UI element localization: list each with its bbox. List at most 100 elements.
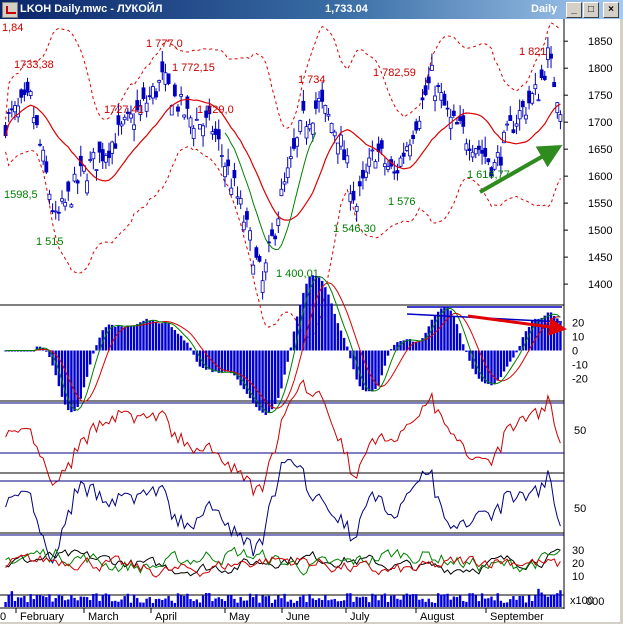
candle-body	[172, 84, 177, 97]
volume-bar	[427, 598, 430, 607]
macd-histogram-bar	[402, 340, 405, 351]
macd-histogram-bar	[273, 350, 277, 405]
maximize-button[interactable]: □	[583, 2, 599, 18]
volume-bar	[164, 598, 167, 607]
candle-body	[326, 114, 331, 117]
macd-histogram-bar	[512, 350, 515, 358]
volume-bar	[95, 593, 98, 607]
macd-histogram-bar	[449, 310, 452, 351]
macd-histogram-bar	[399, 341, 402, 351]
volume-bar	[374, 595, 377, 607]
minimize-button[interactable]: _	[566, 2, 582, 18]
candle-body	[542, 75, 547, 80]
app-icon[interactable]	[2, 2, 18, 18]
upper-bollinger-band	[5, 22, 561, 129]
price-annotation: 1 782,59	[373, 67, 416, 79]
volume-bar	[377, 600, 380, 607]
close-button[interactable]: ×	[603, 2, 619, 18]
candle-body	[451, 110, 456, 116]
macd-histogram-bar	[305, 283, 308, 351]
osc1-tick-label: 50	[574, 425, 586, 437]
volume-bar	[380, 595, 383, 607]
volume-bar	[198, 602, 202, 607]
volume-bar	[314, 599, 318, 607]
macd-tick-label: 0	[572, 346, 578, 358]
macd-histogram-bar	[189, 347, 192, 351]
volume-bar	[399, 599, 402, 607]
uptrend-arrow	[479, 145, 563, 194]
candle-body	[119, 123, 124, 127]
candle-body	[323, 104, 328, 114]
price-tick-label: 1500	[588, 225, 612, 237]
volume-bar	[120, 599, 123, 607]
candle-body	[22, 89, 27, 95]
price-annotation: 1 772,15	[172, 62, 215, 74]
volume-bar	[70, 594, 73, 607]
volume-bar	[537, 588, 540, 607]
macd-histogram-bar	[107, 324, 111, 351]
candle-body	[97, 141, 102, 153]
volume-bar	[170, 600, 173, 607]
month-label: July	[350, 611, 370, 623]
candle-body	[223, 166, 227, 178]
macd-histogram-bar	[515, 350, 518, 353]
price-annotation: 1 616,77	[467, 169, 510, 181]
volume-bar	[292, 602, 296, 607]
volume-bar	[280, 598, 283, 607]
volume-bar	[361, 596, 365, 607]
volume-bar	[20, 597, 23, 607]
candle-body	[426, 76, 431, 84]
price-tick-label: 1600	[588, 171, 612, 183]
volume-bar	[364, 596, 368, 607]
candle-body	[75, 180, 80, 184]
macd-histogram-bar	[4, 350, 7, 352]
oscillator-3-line	[5, 553, 561, 578]
candle-body	[470, 151, 475, 158]
volume-bar	[556, 593, 559, 607]
candle-body	[157, 80, 162, 83]
price-annotation: 1 515	[36, 236, 64, 248]
candle-body	[53, 210, 58, 213]
macd-histogram-bar	[252, 350, 255, 404]
candle-body	[511, 129, 516, 133]
candle-body	[9, 108, 14, 111]
macd-histogram-bar	[220, 350, 224, 373]
macd-histogram-bar	[192, 350, 195, 355]
candle-body	[263, 262, 268, 273]
macd-histogram-bar	[35, 346, 39, 351]
macd-histogram-bar	[101, 330, 104, 351]
volume-bar	[505, 602, 509, 607]
macd-histogram-bar	[490, 350, 493, 386]
macd-histogram-bar	[411, 341, 415, 351]
candle-body	[232, 170, 237, 179]
macd-histogram-bar	[465, 350, 468, 352]
macd-histogram-bar	[336, 323, 340, 351]
volume-bar	[521, 595, 525, 607]
candle-body	[351, 190, 356, 201]
candle-body	[364, 171, 368, 178]
chart-canvas[interactable]: 1850 1800 1750 1700 1650 1600 1550 1500 1450 1400…	[0, 19, 620, 624]
macd-histogram-bar	[339, 330, 343, 351]
candle-body	[404, 146, 409, 151]
macd-histogram-bar	[239, 350, 242, 386]
macd-histogram-bar	[421, 338, 424, 351]
volume-bar	[151, 602, 155, 607]
oscillator-3-line	[5, 548, 561, 577]
candle-body	[539, 69, 544, 79]
macd-histogram-bar	[383, 350, 387, 366]
volume-bar	[499, 600, 503, 607]
macd-histogram-bar	[499, 350, 503, 378]
macd-histogram-bar	[114, 326, 117, 351]
candle-body	[144, 102, 149, 112]
volume-bar	[89, 600, 92, 607]
volume-bar	[10, 591, 14, 607]
volume-bar	[60, 595, 64, 607]
candle-body	[28, 91, 33, 96]
timeframe-label: Daily	[531, 3, 558, 15]
volume-bar	[186, 593, 189, 607]
volume-bar	[349, 593, 352, 607]
volume-bar	[32, 599, 35, 607]
candle-body	[276, 218, 281, 226]
candle-body	[524, 114, 528, 120]
macd-histogram-bar	[136, 324, 139, 351]
